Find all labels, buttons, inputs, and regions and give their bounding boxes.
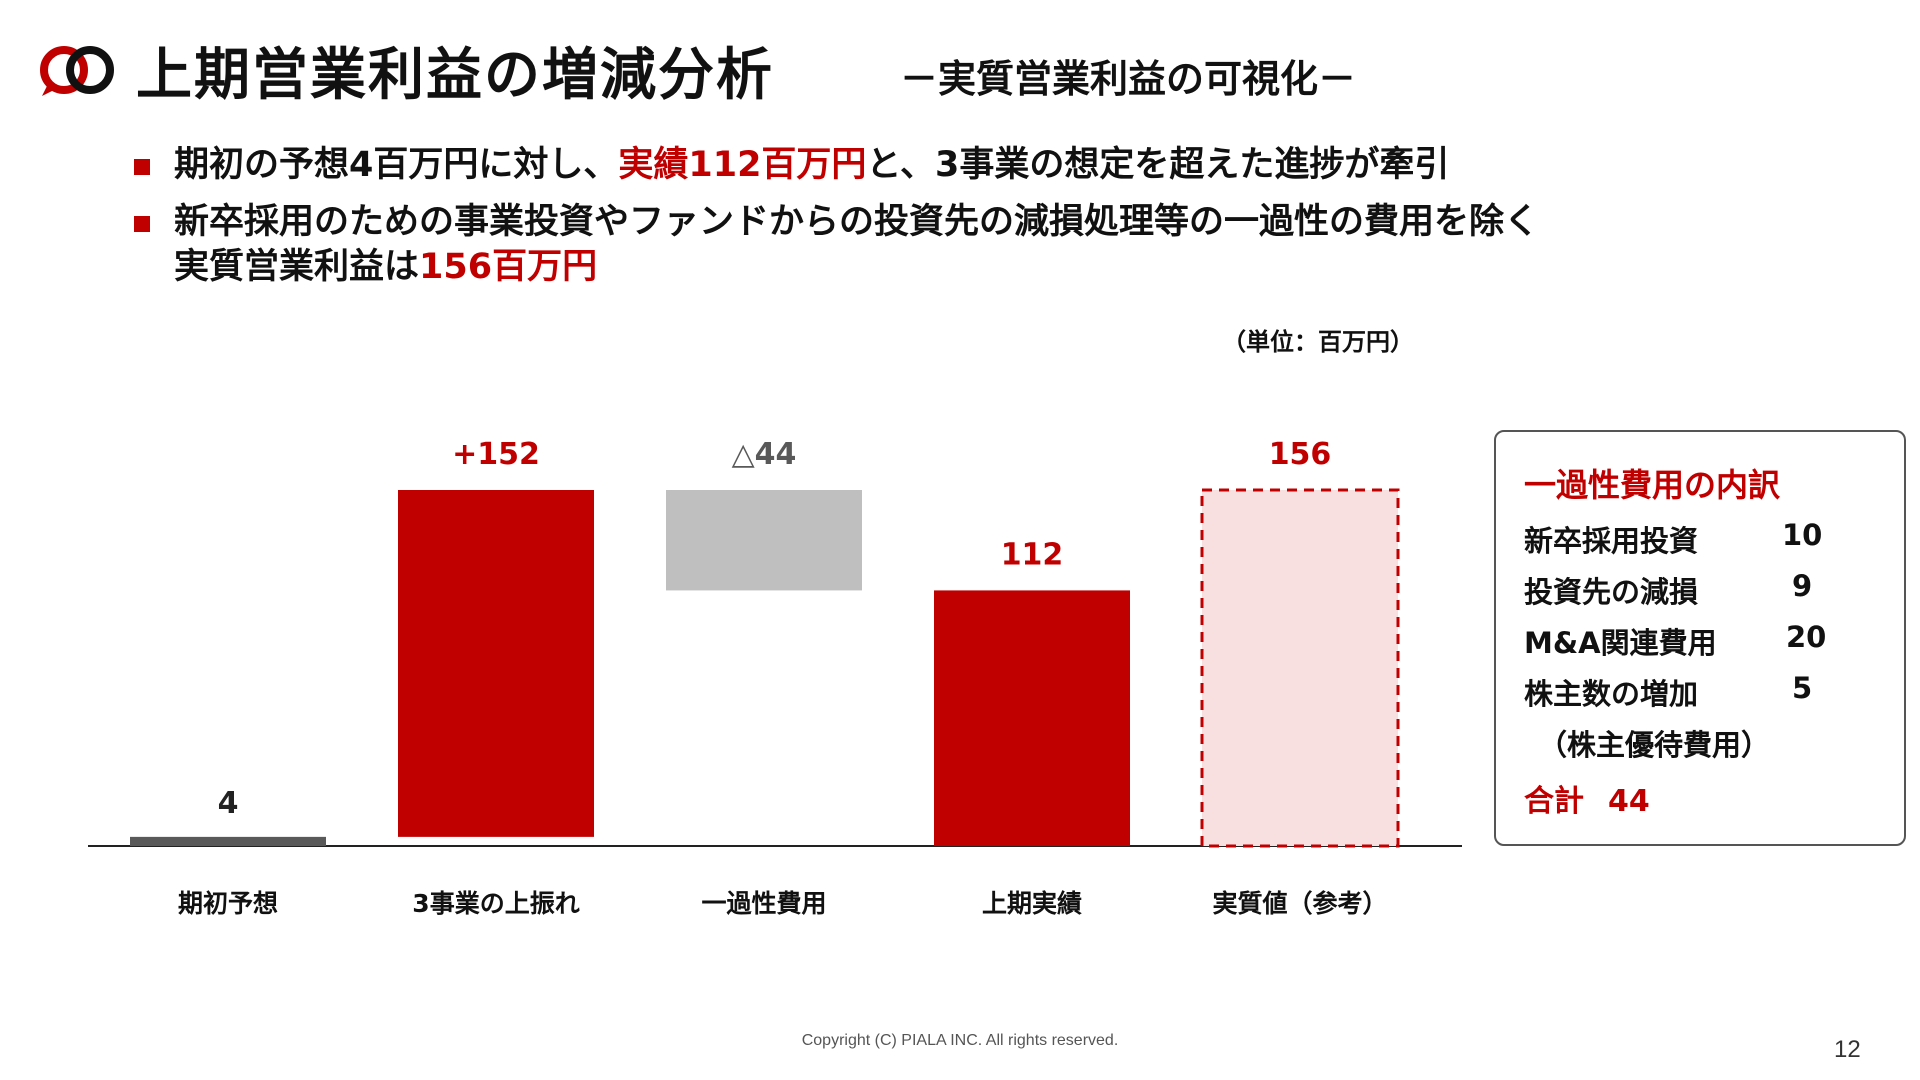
page-subtitle: －実質営業利益の可視化－ <box>900 57 1357 101</box>
category-label: 期初予想 <box>178 889 278 918</box>
breakdown-total-label: 合計 <box>1524 784 1584 819</box>
category-label: 一過性費用 <box>701 889 826 918</box>
bullet-1-pre: 期初の予想4百万円に対し、 <box>174 145 619 185</box>
bullet-square <box>134 216 150 232</box>
page-title: 上期営業利益の増減分析 <box>136 43 774 108</box>
breakdown-box: 一過性費用の内訳 新卒採用投資 10 投資先の減損 9 M&A関連費用 20 株… <box>1494 430 1906 846</box>
breakdown-item-value: 5 <box>1792 671 1813 705</box>
category-label: 実質値（参考） <box>1212 889 1387 918</box>
bullet-2-line2-pre: 実質営業利益は <box>174 247 420 287</box>
category-label: 3事業の上振れ <box>412 889 579 918</box>
data-label: 112 <box>1001 537 1064 572</box>
data-label: +152 <box>452 437 540 472</box>
unit-label: （単位：百万円） <box>1222 328 1414 356</box>
breakdown-note: （株主優待費用） <box>1538 728 1771 762</box>
category-label: 上期実績 <box>982 889 1082 918</box>
piala-logo <box>40 46 114 96</box>
bar-decrease <box>666 490 862 591</box>
data-label: 156 <box>1269 437 1332 472</box>
waterfall-chart: 4 期初予想 +152 3事業の上振れ △44 一過性費用 112 上期実績 156 実質値（参考… <box>88 437 1462 918</box>
breakdown-row: M&A関連費用 20 <box>1524 620 1826 662</box>
bar-reference <box>1200 488 1400 848</box>
copyright: Copyright (C) PIALA INC. All rights rese… <box>801 1032 1119 1049</box>
breakdown-item-label: 新卒採用投資 <box>1524 524 1699 558</box>
logo-tail <box>42 84 58 96</box>
breakdown-item-label: 投資先の減損 <box>1524 575 1699 609</box>
data-label: △44 <box>732 437 797 472</box>
bullet-2-line1: 新卒採用のための事業投資やファンドからの投資先の減損処理等の一過性の費用を除く <box>174 202 1540 242</box>
bullet-square <box>134 159 150 175</box>
breakdown-item-label: 株主数の増加 <box>1524 677 1699 711</box>
bullet-1-highlight: 実績112百万円 <box>618 145 867 185</box>
bar-increase <box>398 490 594 837</box>
logo-ring-red <box>40 46 88 94</box>
bullet-1-post: と、3事業の想定を超えた進捗が牽引 <box>866 145 1450 185</box>
breakdown-total: 合計 44 <box>1524 776 1650 820</box>
breakdown-row: 投資先の減損 9 <box>1524 569 1812 611</box>
breakdown-item-label: M&A関連費用 <box>1524 626 1717 660</box>
bullet-2-line2-highlight: 156百万円 <box>419 247 598 287</box>
breakdown-item-value: 10 <box>1782 518 1823 552</box>
breakdown-title: 一過性費用の内訳 <box>1524 466 1781 504</box>
data-label: 4 <box>218 786 239 821</box>
breakdown-row: 新卒採用投資 10 <box>1524 518 1822 560</box>
bar-total <box>130 836 326 846</box>
breakdown-item-value: 9 <box>1792 569 1813 603</box>
bar-total <box>934 590 1130 846</box>
breakdown-total-value: 44 <box>1608 784 1650 819</box>
page-number: 12 <box>1834 1036 1861 1063</box>
breakdown-item-value: 20 <box>1786 620 1827 654</box>
logo-ring-black <box>66 46 114 94</box>
breakdown-row: 株主数の増加 5 <box>1524 671 1812 713</box>
